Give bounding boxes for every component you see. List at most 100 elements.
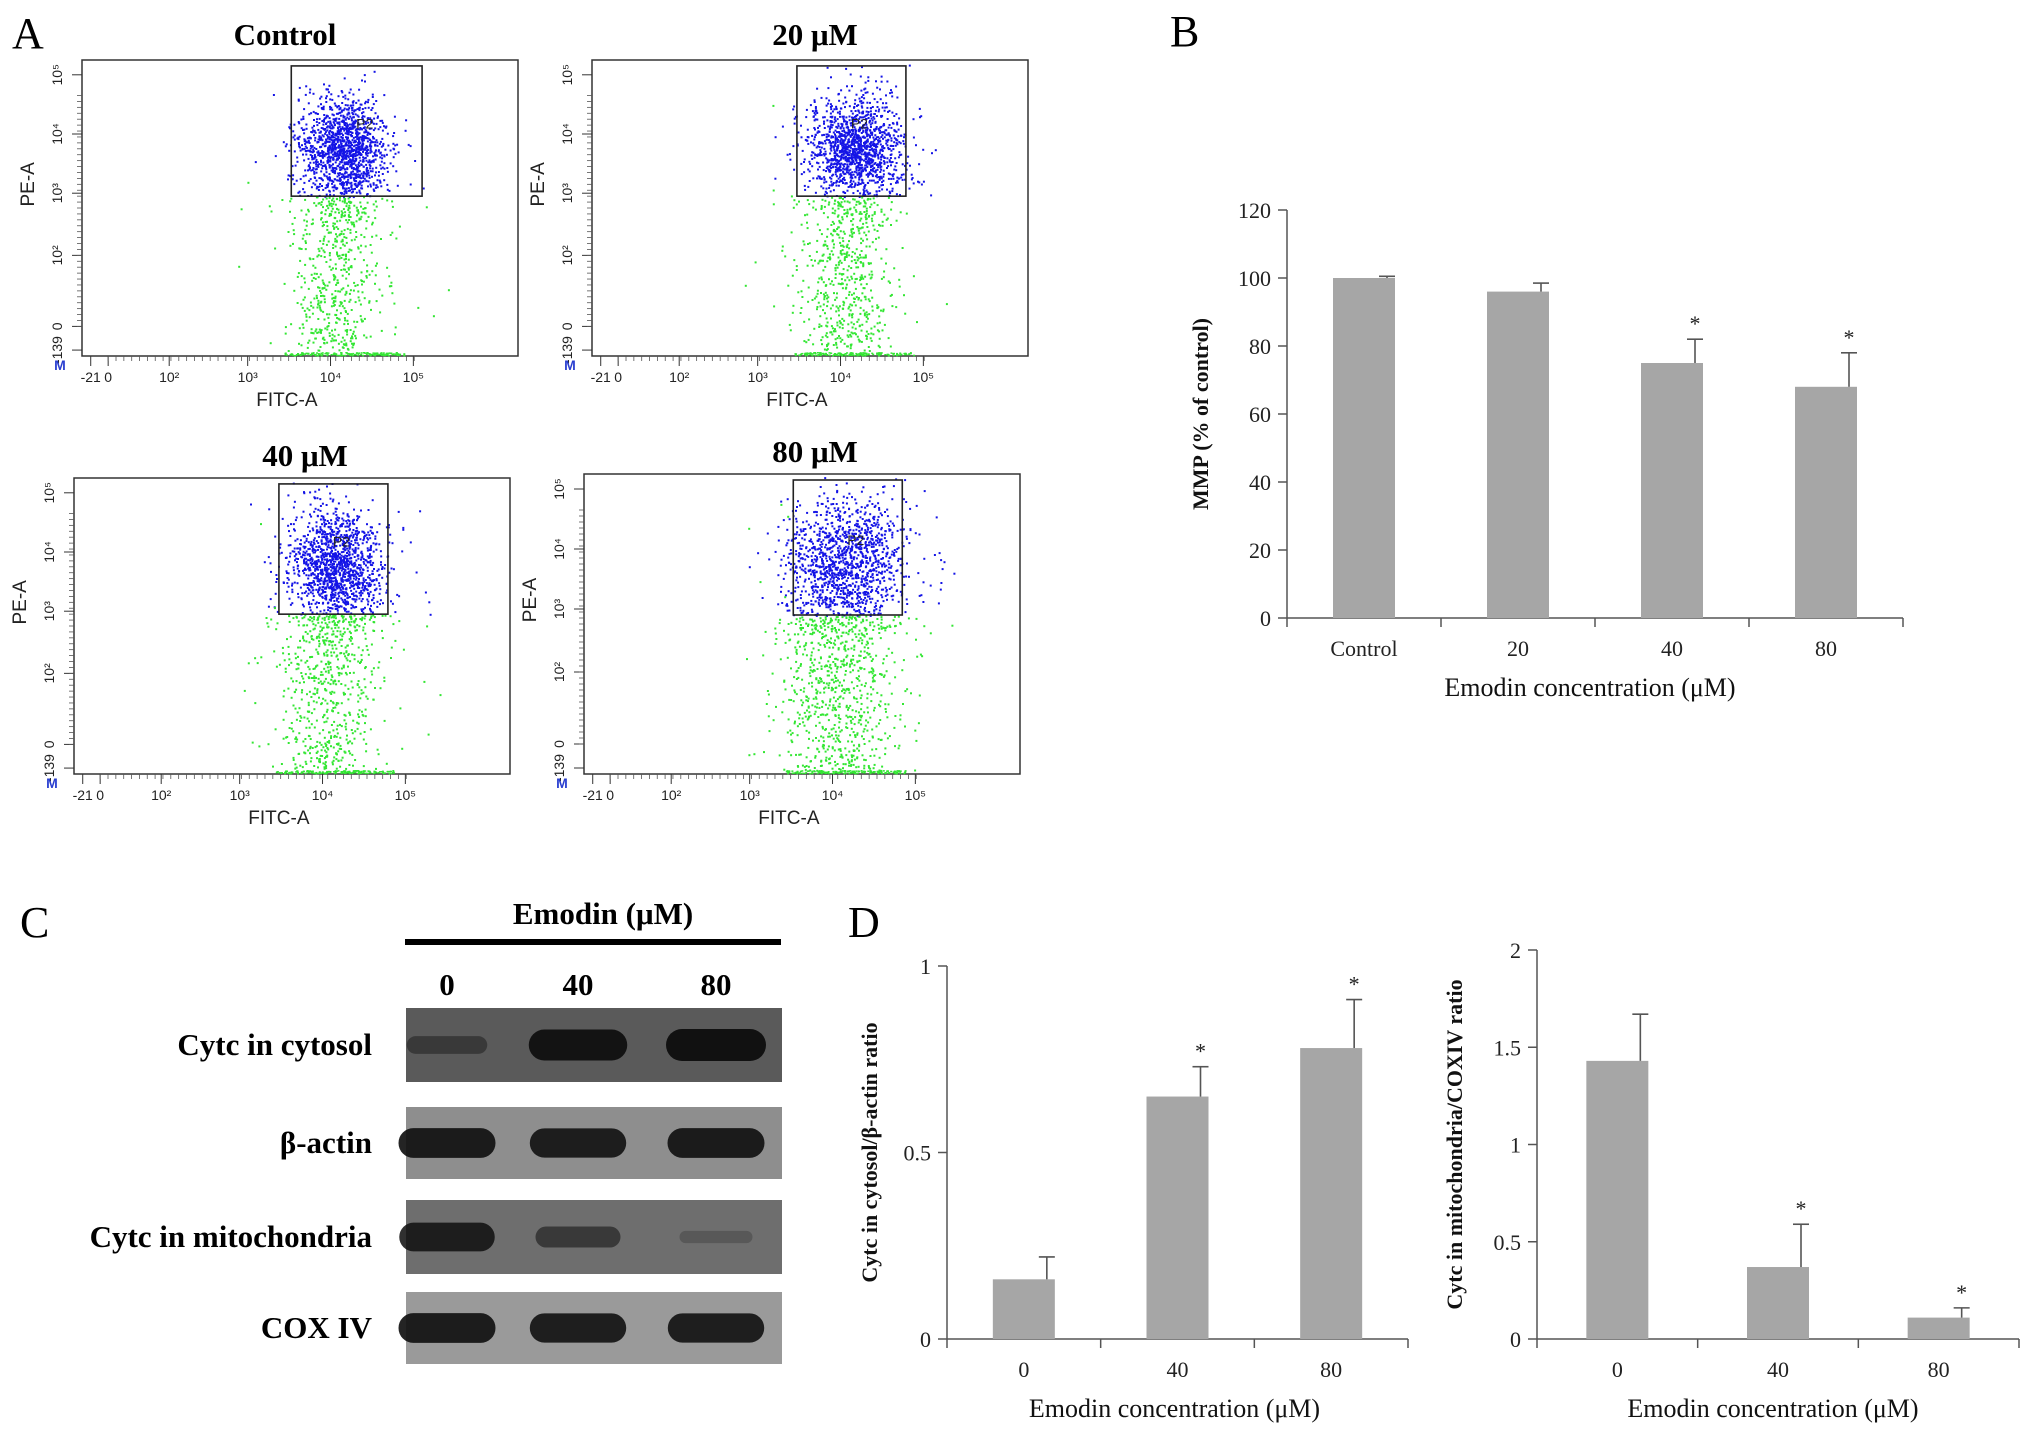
flow-point	[840, 201, 843, 204]
flow-point	[800, 223, 803, 226]
flow-point	[798, 200, 800, 203]
flow-point	[328, 552, 331, 555]
flow-point	[886, 133, 889, 136]
flow-point	[826, 321, 829, 324]
flow-point	[892, 122, 895, 125]
flow-point	[823, 348, 826, 351]
flow-point	[391, 292, 394, 295]
flow-point	[852, 129, 855, 132]
flow-point	[849, 207, 852, 210]
flow-point	[350, 165, 353, 168]
flow-point	[300, 286, 303, 289]
flow-point	[323, 83, 325, 86]
flow-point	[843, 259, 846, 261]
flow-point	[369, 170, 372, 173]
flow-point	[326, 115, 329, 118]
flow-point	[348, 107, 351, 110]
flow-point	[335, 604, 338, 607]
flow-point	[357, 146, 360, 148]
flow-point	[331, 144, 334, 147]
flow-point	[899, 194, 901, 196]
flow-point	[345, 257, 347, 260]
flow-point	[859, 100, 862, 103]
flow-point	[334, 608, 337, 610]
flow-point	[837, 92, 840, 95]
flow-point	[860, 352, 863, 354]
flow-point	[874, 169, 877, 172]
flow-point	[827, 87, 830, 90]
flow-point	[833, 158, 836, 161]
flow-point	[380, 160, 383, 163]
flow-point	[857, 136, 859, 139]
flow-point	[347, 133, 350, 136]
flow-point	[368, 163, 371, 166]
flow-point	[360, 177, 363, 180]
flow-point	[326, 533, 329, 535]
flow-point	[878, 223, 880, 226]
flow-point	[866, 138, 869, 141]
flow-point	[825, 180, 828, 183]
flow-point	[360, 205, 362, 208]
flow-point	[325, 243, 328, 246]
flow-point	[293, 134, 296, 137]
flow-point	[361, 180, 364, 183]
flow-point	[832, 344, 835, 346]
flow-point	[875, 115, 878, 117]
flow-point	[351, 147, 353, 150]
flow-point	[375, 139, 378, 142]
flow-point	[839, 166, 841, 168]
flow-point	[869, 119, 871, 122]
flow-point	[862, 309, 865, 312]
flow-point	[315, 532, 318, 535]
flow-point	[864, 353, 867, 355]
flow-point	[843, 165, 846, 168]
flow-point	[345, 344, 348, 347]
flow-point	[833, 155, 836, 157]
flow-point	[325, 568, 328, 571]
flow-point	[326, 313, 328, 316]
flow-point	[373, 579, 376, 582]
flow-point	[364, 245, 367, 248]
flow-point	[840, 154, 843, 157]
flow-point	[332, 353, 335, 355]
flow-point	[358, 165, 361, 167]
flow-point	[297, 121, 300, 123]
flow-point	[317, 128, 320, 131]
flow-point	[305, 146, 308, 149]
flow-y-tick-label: 0	[49, 322, 65, 330]
flow-point	[328, 163, 331, 166]
flow-point	[919, 116, 921, 119]
flow-point	[875, 173, 878, 176]
flow-point	[288, 149, 291, 152]
flow-point	[372, 203, 375, 206]
flow-point	[803, 320, 806, 323]
flow-point	[356, 542, 359, 545]
flow-point	[833, 152, 836, 155]
flow-point	[817, 126, 819, 129]
flow-point	[365, 153, 368, 156]
flow-point	[879, 175, 882, 178]
flow-point	[337, 342, 340, 345]
flow-point	[830, 325, 833, 328]
flow-point	[394, 353, 397, 356]
flow-point	[911, 177, 914, 179]
flow-point	[380, 354, 383, 356]
flow-point	[322, 237, 325, 240]
flow-point	[835, 305, 838, 308]
flow-point	[860, 274, 863, 277]
flow-point	[831, 110, 834, 113]
flow-point	[332, 156, 335, 159]
flow-point	[393, 302, 396, 305]
flow-point	[364, 107, 367, 110]
flow-point	[327, 182, 330, 185]
flow-point	[312, 222, 314, 225]
flow-point	[823, 181, 826, 184]
flow-point	[880, 165, 883, 168]
flow-point	[321, 287, 324, 290]
flow-point	[343, 122, 346, 125]
flow-point	[822, 293, 825, 296]
flow-point	[846, 189, 849, 192]
flow-point	[348, 173, 351, 176]
flow-point	[392, 135, 395, 138]
flow-point	[314, 490, 317, 493]
